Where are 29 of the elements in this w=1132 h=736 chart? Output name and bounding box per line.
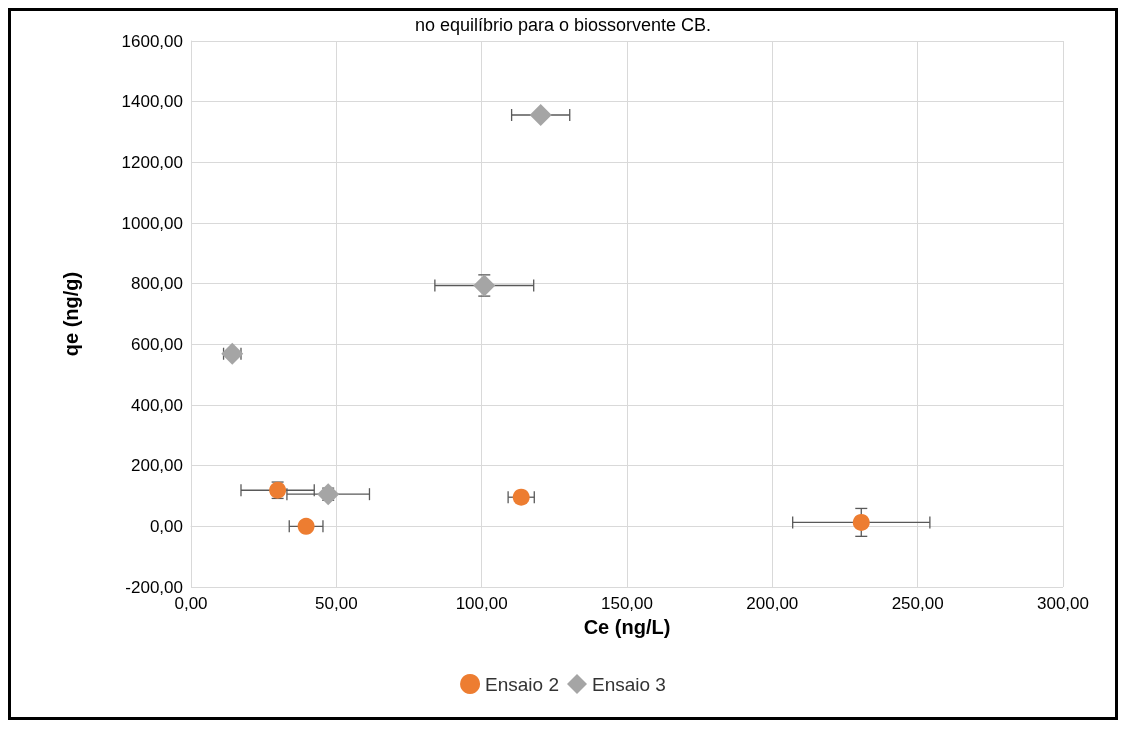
x-tick-label: 200,00 bbox=[746, 594, 799, 613]
legend-label: Ensaio 2 bbox=[485, 673, 560, 695]
y-tick-label: 1000,00 bbox=[121, 213, 183, 233]
point bbox=[529, 104, 552, 127]
y-tick-label: 800,00 bbox=[131, 274, 183, 294]
y-tick-label: 200,00 bbox=[131, 456, 183, 476]
y-tick-label: -200,00 bbox=[125, 577, 183, 597]
y-tick-label: 400,00 bbox=[131, 395, 183, 415]
y-tick-label: 1600,00 bbox=[121, 31, 183, 51]
point bbox=[297, 517, 315, 535]
y-axis-title: qe (ng/g) bbox=[60, 271, 82, 357]
x-tick-label: 300,00 bbox=[1037, 594, 1089, 613]
point bbox=[221, 342, 244, 365]
x-tick-label: 150,00 bbox=[601, 594, 653, 613]
point bbox=[512, 488, 530, 506]
y-tick-label: 600,00 bbox=[131, 334, 183, 354]
x-axis-title: Ce (ng/L) bbox=[583, 615, 671, 638]
point bbox=[852, 513, 870, 531]
point bbox=[317, 483, 340, 506]
y-tick-label: 1400,00 bbox=[121, 92, 183, 112]
y-tick-label: 1200,00 bbox=[121, 152, 183, 172]
x-tick-label: 0,00 bbox=[174, 594, 208, 613]
legend-label: Ensaio 3 bbox=[592, 673, 666, 695]
chart-title: no equilíbrio para o biossorvente CB. bbox=[414, 15, 712, 35]
x-tick-label: 250,00 bbox=[891, 594, 944, 613]
x-tick-label: 100,00 bbox=[455, 594, 508, 613]
x-tick-label: 50,00 bbox=[315, 594, 358, 613]
y-tick-label: 0,00 bbox=[149, 516, 183, 536]
point bbox=[473, 274, 496, 297]
